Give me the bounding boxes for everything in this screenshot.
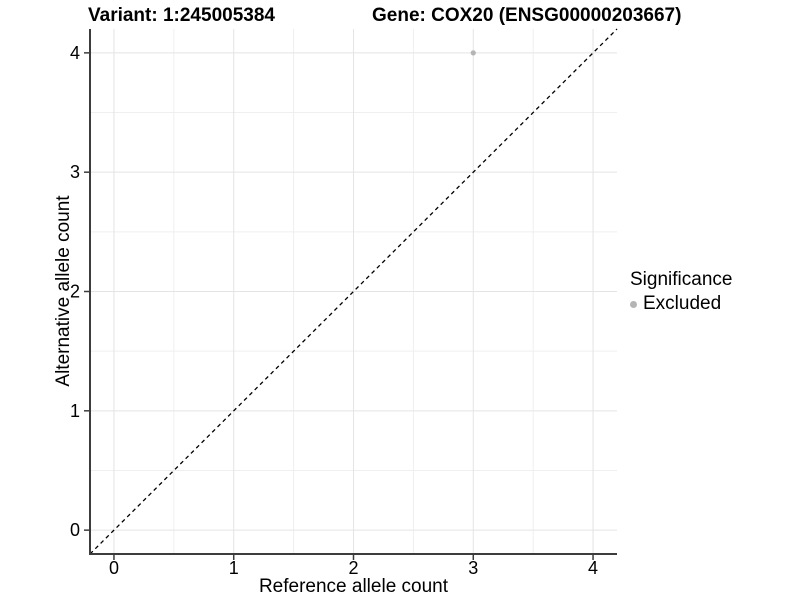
legend-entry-label: Excluded bbox=[643, 293, 722, 314]
identity-line bbox=[89, 28, 618, 555]
legend-entry: Excluded bbox=[630, 293, 732, 315]
y-tick-label: 2 bbox=[70, 282, 80, 302]
y-tick-label: 0 bbox=[70, 520, 80, 540]
x-tick-label: 0 bbox=[109, 558, 119, 578]
y-tick-label: 1 bbox=[70, 401, 80, 421]
x-tick-label: 2 bbox=[348, 558, 358, 578]
legend-dot-icon bbox=[630, 300, 637, 308]
x-tick-label: 4 bbox=[588, 558, 598, 578]
plot-title-variant: Variant: 1:245005384 bbox=[88, 5, 275, 26]
x-tick-label: 1 bbox=[229, 558, 239, 578]
plot-title-gene: Gene: COX20 (ENSG00000203667) bbox=[372, 5, 682, 26]
y-tick-label: 4 bbox=[70, 43, 80, 63]
x-axis-title: Reference allele count bbox=[258, 576, 449, 597]
data-point bbox=[470, 50, 476, 56]
legend: Significance Excluded bbox=[630, 269, 732, 315]
y-axis-title: Alternative allele count bbox=[53, 195, 74, 387]
legend-title: Significance bbox=[630, 269, 733, 290]
x-tick-label: 3 bbox=[468, 558, 478, 578]
y-tick-label: 3 bbox=[70, 162, 80, 182]
